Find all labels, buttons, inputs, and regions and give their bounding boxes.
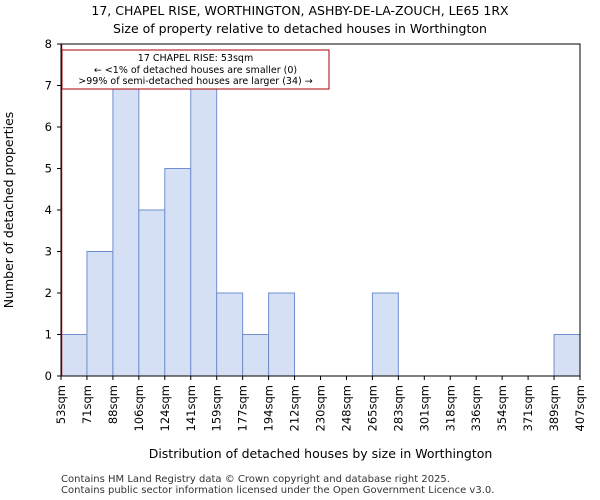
x-tick-label: 212sqm <box>288 385 302 431</box>
x-tick-label: 407sqm <box>573 385 587 431</box>
x-tick-label: 283sqm <box>391 385 405 431</box>
y-tick-label: 5 <box>45 162 52 176</box>
x-tick-label: 336sqm <box>469 385 483 431</box>
x-tick-label: 354sqm <box>495 385 509 431</box>
histogram-bar <box>216 292 244 377</box>
x-tick-label: 371sqm <box>521 385 535 431</box>
histogram-bar <box>60 334 88 377</box>
chart-title: 17, CHAPEL RISE, WORTHINGTON, ASHBY-DE-L… <box>91 3 509 18</box>
y-tick-label: 0 <box>45 369 52 383</box>
histogram-bar <box>164 168 192 377</box>
x-tick-label: 318sqm <box>443 385 457 431</box>
histogram-bar <box>86 251 114 377</box>
histogram-bar <box>138 209 166 377</box>
x-tick-label: 265sqm <box>365 385 379 431</box>
x-tick-label: 248sqm <box>339 385 353 431</box>
y-tick-label: 7 <box>45 79 52 93</box>
histogram-bar <box>553 334 581 377</box>
y-tick-label: 3 <box>45 245 52 259</box>
x-tick-label: 194sqm <box>262 385 276 431</box>
x-tick-label: 230sqm <box>314 385 328 431</box>
x-tick-label: 141sqm <box>184 385 198 431</box>
x-tick-label: 71sqm <box>80 385 94 424</box>
y-tick-label: 1 <box>45 328 52 342</box>
annotation-line-1: 17 CHAPEL RISE: 53sqm <box>138 53 253 64</box>
x-axis-label: Distribution of detached houses by size … <box>149 446 493 461</box>
x-tick-label: 301sqm <box>417 385 431 431</box>
y-tick-label: 6 <box>45 120 52 134</box>
y-tick-label: 4 <box>45 203 52 217</box>
x-tick-label: 389sqm <box>547 385 561 431</box>
histogram-bar <box>190 85 218 377</box>
footer-licence: Contains public sector information licen… <box>61 485 495 496</box>
annotation-line-2: ← <1% of detached houses are smaller (0) <box>94 65 297 76</box>
x-tick-label: 124sqm <box>158 385 172 431</box>
y-tick-label: 8 <box>45 37 52 51</box>
histogram-bar <box>371 292 399 377</box>
annotation-line-3: >99% of semi-detached houses are larger … <box>78 76 312 87</box>
x-tick-label: 106sqm <box>132 385 146 431</box>
histogram-bar <box>268 292 296 377</box>
x-tick-label: 177sqm <box>236 385 250 431</box>
x-tick-label: 159sqm <box>210 385 224 431</box>
annotation-box: 17 CHAPEL RISE: 53sqm ← <1% of detached … <box>61 49 330 90</box>
footer-copyright: Contains HM Land Registry data © Crown c… <box>61 474 450 485</box>
x-tick-label: 88sqm <box>106 385 120 424</box>
histogram-bar <box>112 85 140 377</box>
histogram-bar <box>242 334 270 377</box>
y-tick-label: 2 <box>45 286 52 300</box>
x-tick-label: 53sqm <box>54 385 68 424</box>
y-axis-label: Number of detached properties <box>1 112 16 309</box>
chart-subtitle: Size of property relative to detached ho… <box>113 21 487 36</box>
